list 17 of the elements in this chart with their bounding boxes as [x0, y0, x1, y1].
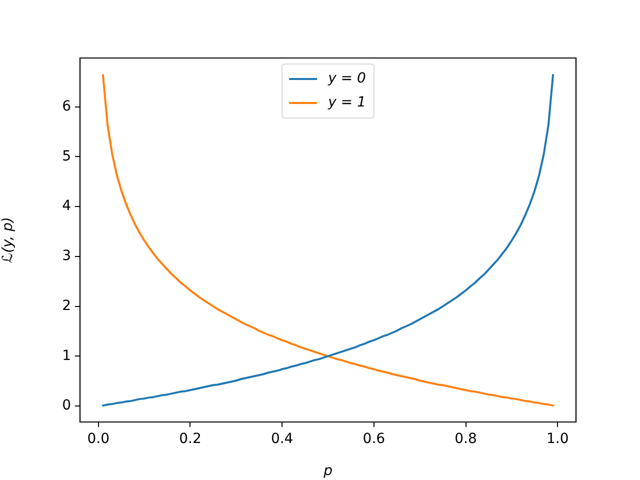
- x-tick-label: 1.0: [546, 431, 569, 448]
- y-tick-label: 1: [62, 348, 71, 364]
- y-tick-label: 5: [62, 148, 71, 164]
- x-tick-label: 0.8: [454, 431, 477, 448]
- y-tick-label: 2: [62, 298, 71, 314]
- x-tick-label: 0.4: [270, 431, 294, 448]
- x-axis-title: p: [322, 463, 333, 480]
- x-tick-label: 0.6: [362, 431, 386, 448]
- y-tick-label: 3: [62, 248, 71, 264]
- x-tick-label: 0.2: [179, 431, 202, 448]
- x-tick-label: 0.0: [87, 431, 110, 448]
- legend-label: y = 0: [327, 70, 366, 87]
- y-tick-label: 6: [62, 98, 72, 115]
- y-tick-label: 0: [62, 398, 71, 414]
- legend-label: y = 1: [327, 94, 366, 111]
- y-axis-title: ℒ(y, p): [0, 217, 16, 263]
- y-tick-label: 4: [62, 198, 72, 214]
